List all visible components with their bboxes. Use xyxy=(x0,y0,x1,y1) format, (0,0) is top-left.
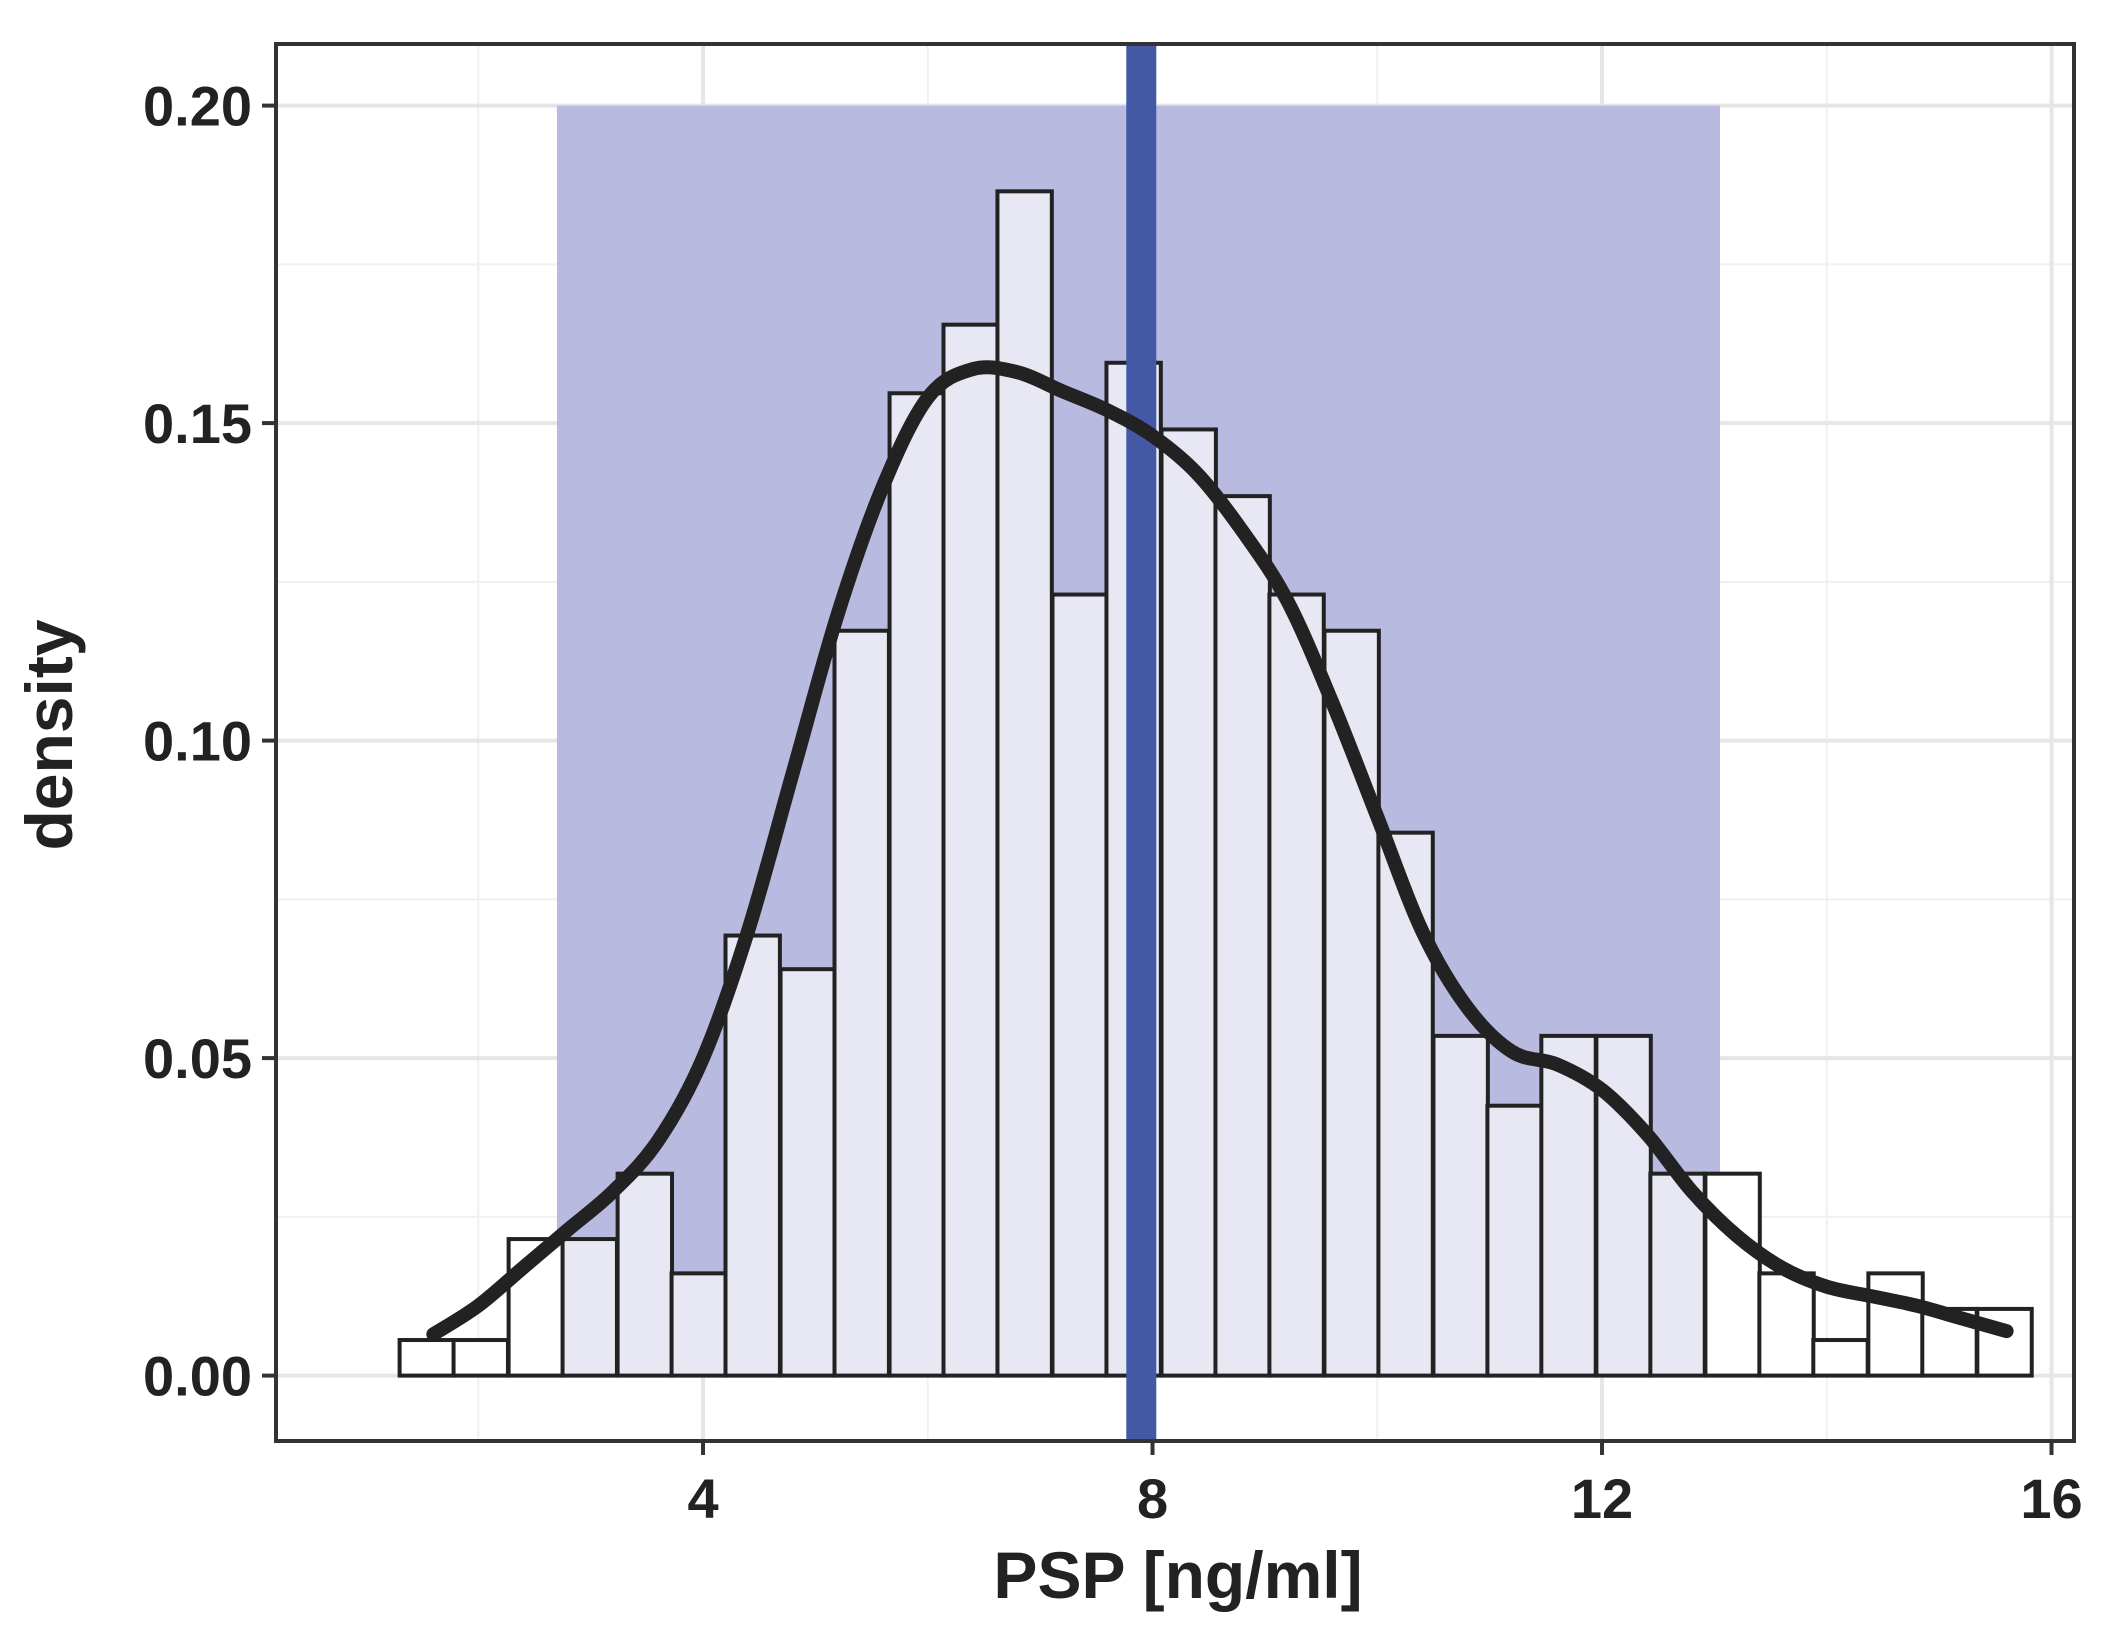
y-tick-label: 0.00 xyxy=(143,1345,252,1408)
y-axis-ticks: 0.00 0.05 0.10 0.15 0.20 xyxy=(143,75,276,1408)
histogram-bar xyxy=(397,1338,457,1378)
histogram-bar xyxy=(1866,1271,1925,1378)
histogram-bar xyxy=(1213,494,1272,1378)
histogram-bar xyxy=(1539,1033,1598,1378)
histogram-bar xyxy=(941,322,1000,1378)
x-tick-label: 12 xyxy=(1571,1467,1633,1530)
histogram-bar xyxy=(1757,1271,1816,1378)
histogram-bar xyxy=(832,628,891,1378)
y-tick-label: 0.10 xyxy=(143,710,252,773)
histogram-bar xyxy=(1267,592,1326,1378)
y-axis-title: density xyxy=(12,619,86,850)
histogram-bar xyxy=(1159,427,1218,1378)
histogram-bar xyxy=(1376,830,1435,1378)
y-tick-label: 0.20 xyxy=(143,75,252,138)
histogram-bar xyxy=(1703,1171,1762,1378)
histogram-bar xyxy=(451,1338,510,1378)
histogram-bar xyxy=(615,1171,675,1378)
histogram-bar xyxy=(887,391,946,1378)
x-tick-label: 8 xyxy=(1137,1467,1168,1530)
y-tick-label: 0.05 xyxy=(143,1027,252,1090)
x-tick-label: 4 xyxy=(687,1467,718,1530)
histogram-bar xyxy=(1485,1103,1544,1378)
x-axis-title: PSP [ng/ml] xyxy=(993,1538,1362,1612)
x-tick-label: 16 xyxy=(2020,1467,2082,1530)
y-tick-label: 0.15 xyxy=(143,392,252,455)
density-curve xyxy=(426,360,2014,1342)
histogram-bar xyxy=(1811,1338,1870,1378)
x-axis-ticks: 4 8 12 16 xyxy=(687,1441,2083,1530)
histogram-bar xyxy=(560,1237,619,1378)
histogram-bar xyxy=(669,1271,728,1378)
histogram-bar xyxy=(1050,592,1109,1378)
histogram-bar xyxy=(723,933,782,1378)
histogram-bar xyxy=(1431,1033,1490,1378)
histogram-bar xyxy=(1648,1171,1707,1378)
histogram-bar xyxy=(778,967,837,1378)
density-curve-layer xyxy=(426,360,2014,1342)
